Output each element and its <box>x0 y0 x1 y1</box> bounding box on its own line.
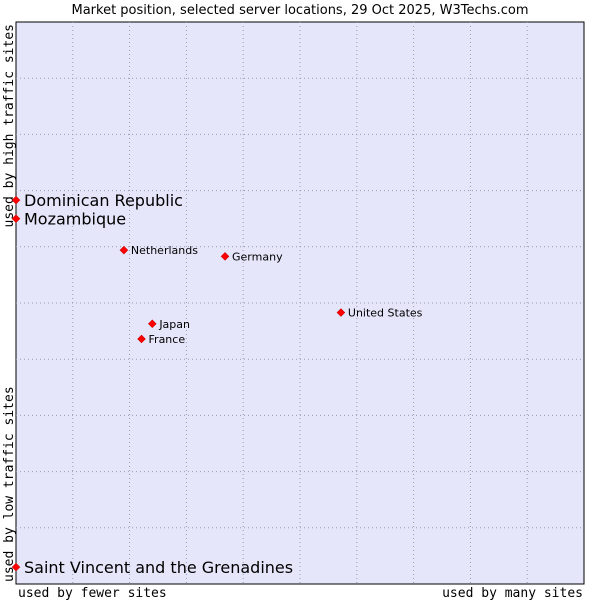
point-marker <box>11 214 21 224</box>
point-marker <box>220 252 230 261</box>
point-marker <box>11 562 21 572</box>
point-marker <box>336 308 346 317</box>
point-marker <box>137 334 146 344</box>
y-axis-label-bottom: used by low traffic sites <box>2 386 17 582</box>
point-label: Saint Vincent and the Grenadines <box>24 558 293 577</box>
grid-lines <box>16 22 584 584</box>
point-marker <box>11 195 21 205</box>
point-label: France <box>149 333 186 346</box>
point-label: Dominican Republic <box>24 191 183 210</box>
point-label: Japan <box>158 318 190 331</box>
point-label: Germany <box>232 250 283 263</box>
point-label: United States <box>348 307 423 320</box>
x-axis-label-right: used by many sites <box>442 586 583 600</box>
point-label: Netherlands <box>131 244 198 257</box>
chart-title: Market position, selected server locatio… <box>71 3 528 18</box>
point-marker <box>119 245 129 255</box>
x-axis-label-left: used by fewer sites <box>18 586 167 600</box>
y-axis-label-top: used by high traffic sites <box>2 24 17 228</box>
point-marker <box>147 319 157 329</box>
point-label: Mozambique <box>24 210 126 229</box>
